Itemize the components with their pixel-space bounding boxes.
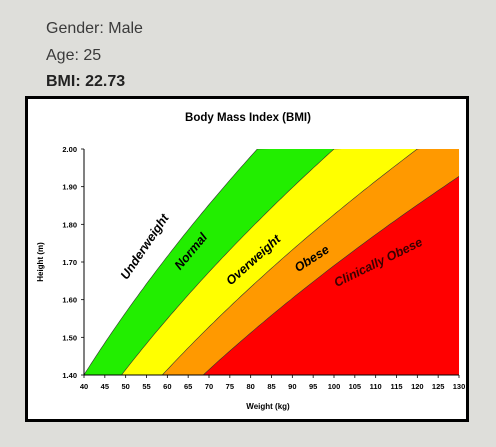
zone-layer	[84, 149, 459, 375]
zone-obese-fill	[202, 176, 459, 375]
bmi-chart-svg: Body Mass Index (BMI) Weight (kg) Height…	[36, 112, 465, 411]
y-tick-label: 1.40	[62, 371, 77, 380]
x-tick-label: 125	[432, 382, 445, 391]
y-tick-label: 2.00	[62, 145, 77, 154]
x-tick-label: 95	[309, 382, 317, 391]
x-tick-label: 105	[349, 382, 362, 391]
y-tick-label: 1.80	[62, 220, 77, 229]
profile-bmi: BMI: 22.73	[46, 73, 126, 90]
x-axis-title: Weight (kg)	[246, 402, 290, 411]
x-tick-label: 60	[163, 382, 171, 391]
x-tick-label: 85	[267, 382, 275, 391]
x-tick-label: 55	[142, 382, 150, 391]
y-tick-label: 1.60	[62, 296, 77, 305]
y-tick-label: 1.70	[62, 258, 77, 267]
y-tick-label: 1.50	[62, 333, 77, 342]
profile-gender: Gender: Male	[46, 20, 143, 37]
x-tick-label: 70	[205, 382, 213, 391]
x-tick-label: 45	[101, 382, 109, 391]
x-tick-label: 90	[288, 382, 296, 391]
x-tick-label: 110	[370, 382, 382, 391]
x-tick-label: 120	[411, 382, 424, 391]
x-tick-label: 80	[246, 382, 254, 391]
x-tick-label: 100	[328, 382, 341, 391]
y-tick-labels: 1.40 1.50 1.60 1.70 1.80 1.90 2.00	[62, 145, 84, 380]
x-tick-label: 130	[453, 382, 466, 391]
y-axis-title: Height (m)	[36, 242, 45, 282]
x-tick-label: 75	[226, 382, 234, 391]
x-tick-labels: 40 45 50 55 60 65 70 75 80 85 90 95 100 105 110 115 120 1…	[80, 375, 465, 391]
x-tick-label: 50	[121, 382, 129, 391]
profile-age: Age: 25	[46, 47, 102, 64]
y-tick-label: 1.90	[62, 183, 77, 192]
plot-area	[83, 149, 459, 376]
x-tick-label: 65	[184, 382, 192, 391]
chart-title: Body Mass Index (BMI)	[185, 112, 311, 124]
bmi-chart: Body Mass Index (BMI) Weight (kg) Height…	[25, 96, 469, 422]
x-tick-label: 115	[390, 382, 402, 391]
x-tick-label: 40	[80, 382, 88, 391]
